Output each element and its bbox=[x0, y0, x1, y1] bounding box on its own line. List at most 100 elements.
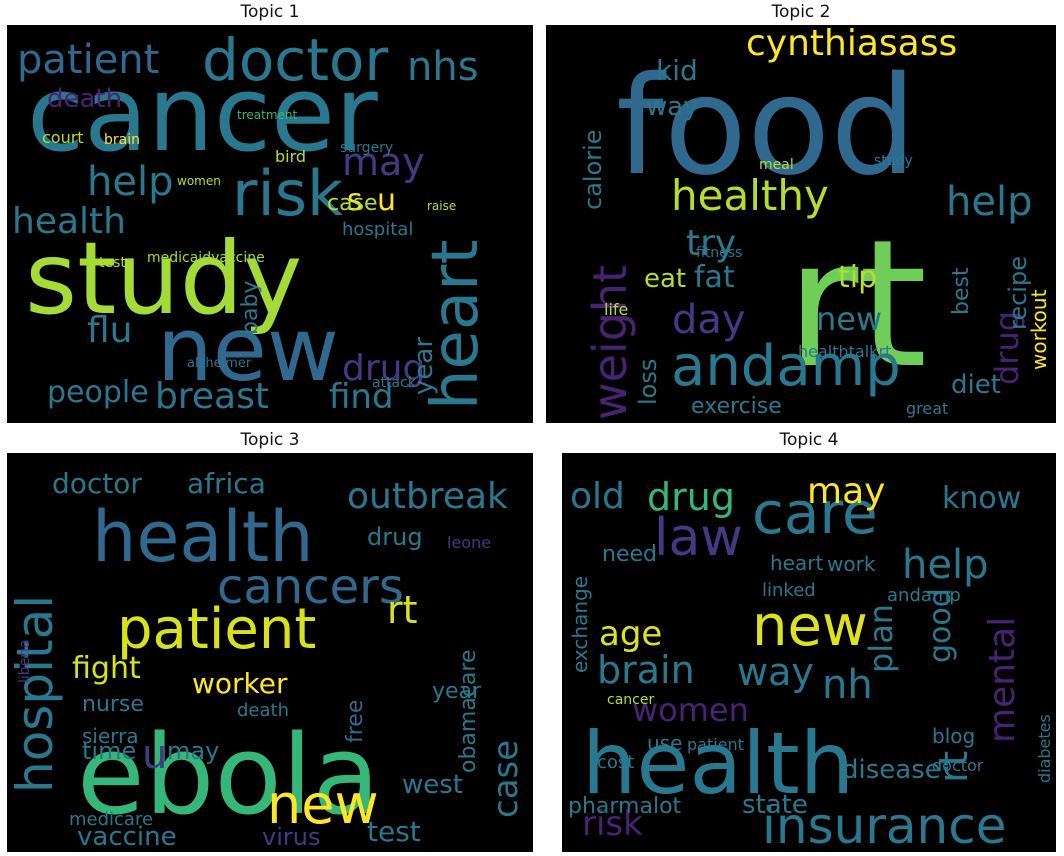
cloud-word: brain bbox=[104, 132, 140, 148]
cloud-word: rt bbox=[786, 202, 927, 407]
wordcloud-svg: ebola health patient cancers new hospita… bbox=[7, 467, 526, 852]
cloud-word: drug bbox=[342, 348, 425, 389]
cloud-word: may bbox=[167, 737, 219, 765]
cloud-word: free bbox=[343, 700, 368, 743]
cloud-word: day bbox=[672, 297, 746, 343]
cloud-word: risk bbox=[582, 804, 643, 844]
cloud-word: tip bbox=[838, 260, 877, 295]
cloud-word: try bbox=[686, 223, 736, 264]
cloud-word: drug bbox=[988, 311, 1026, 385]
cloud-word: loss bbox=[634, 359, 662, 405]
cloud-word: meal bbox=[759, 157, 794, 173]
cloud-word: doctor bbox=[52, 467, 142, 500]
cloud-word: virus bbox=[262, 823, 320, 851]
cloud-word: age bbox=[599, 614, 662, 654]
cloud-word: patient bbox=[117, 597, 316, 662]
cloud-word: hospital bbox=[342, 219, 413, 240]
cloud-word: nurse bbox=[82, 692, 144, 717]
cloud-word: andamp bbox=[887, 585, 961, 606]
panel-title: Topic 1 bbox=[240, 2, 300, 22]
cloud-word: weight bbox=[583, 265, 637, 420]
cloud-word: women bbox=[632, 691, 749, 729]
cloud-word: drug bbox=[367, 523, 423, 551]
cloud-word: way bbox=[737, 650, 814, 694]
cloud-word: worker bbox=[192, 667, 288, 700]
cloud-word: new bbox=[816, 300, 882, 338]
cloud-word: time bbox=[82, 737, 136, 765]
wordcloud-canvas: ebola health patient cancers new hospita… bbox=[7, 453, 533, 852]
cloud-word: health bbox=[12, 201, 126, 242]
cloud-word: workout bbox=[1027, 289, 1051, 370]
cloud-word: rt bbox=[387, 588, 418, 632]
cloud-word: sierra bbox=[82, 724, 139, 748]
wordcloud-panel-topic-1: Topic 1 cancer study new doctor risk hea… bbox=[7, 0, 533, 423]
cloud-word: rt bbox=[931, 751, 977, 783]
cloud-word: exercise bbox=[691, 394, 782, 419]
cloud-word: ebola bbox=[77, 711, 380, 839]
cloud-word: africa bbox=[187, 467, 266, 500]
cloud-word: vaccine bbox=[77, 822, 177, 852]
cloud-word: life bbox=[604, 300, 628, 319]
cloud-word: west bbox=[402, 770, 463, 800]
cloud-word: fat bbox=[694, 260, 735, 295]
cloud-word: health bbox=[92, 496, 314, 578]
cloud-word: plan bbox=[862, 604, 900, 673]
cloud-word: health bbox=[582, 714, 854, 814]
cloud-word: great bbox=[906, 399, 948, 418]
cloud-word: healthy bbox=[671, 171, 829, 220]
cloud-word: year bbox=[432, 679, 482, 704]
cloud-word: insurance bbox=[762, 797, 1006, 852]
wordcloud-svg: cancer study new doctor risk heart patie… bbox=[12, 26, 493, 417]
cloud-word: cancer bbox=[27, 53, 378, 175]
cloud-word: andamp bbox=[671, 334, 901, 399]
cloud-word: cancers bbox=[217, 559, 404, 615]
cloud-word: case bbox=[486, 740, 526, 818]
cloud-word: obamacare bbox=[456, 650, 481, 774]
cloud-word: raise bbox=[427, 199, 456, 213]
cloud-word: nh bbox=[822, 662, 873, 708]
cloud-word: food bbox=[616, 48, 917, 206]
cloud-word: help bbox=[87, 159, 173, 205]
cloud-word: study bbox=[25, 220, 302, 337]
cloud-word: leone bbox=[447, 533, 491, 552]
cloud-word: find bbox=[329, 377, 394, 417]
wordcloud-panel-topic-2: Topic 2 food rt andamp healthy cynthiasa… bbox=[546, 0, 1056, 423]
cloud-word: heart bbox=[770, 551, 823, 575]
cloud-word: test bbox=[99, 255, 126, 271]
cloud-word: work bbox=[827, 552, 876, 576]
cloud-word: bird bbox=[275, 147, 306, 166]
cloud-word: case bbox=[327, 191, 378, 216]
cloud-word: healthtalkrt bbox=[798, 342, 891, 361]
cloud-word: law bbox=[654, 508, 743, 568]
cloud-word: flu bbox=[87, 310, 133, 351]
cloud-word: test bbox=[367, 815, 421, 848]
cloud-word: state bbox=[742, 790, 808, 820]
cloud-word: women bbox=[177, 174, 221, 188]
cloud-word: recipe bbox=[1004, 256, 1032, 330]
cloud-word: calorie bbox=[579, 129, 607, 210]
panel-title: Topic 3 bbox=[240, 430, 300, 450]
cloud-word: help bbox=[902, 542, 988, 588]
cloud-word: outbreak bbox=[347, 476, 508, 517]
cloud-word: doctor bbox=[202, 26, 388, 94]
cloud-word: liberia bbox=[17, 639, 33, 683]
cloud-word: alzheimer bbox=[187, 356, 252, 371]
cloud-word: new bbox=[157, 298, 339, 401]
cloud-word: linked bbox=[762, 580, 816, 601]
cloud-word: exchange bbox=[568, 576, 592, 673]
cloud-word: people bbox=[47, 375, 149, 410]
cloud-word: study bbox=[874, 153, 913, 169]
cloud-word: may bbox=[807, 471, 885, 512]
cloud-word: u bbox=[142, 732, 167, 778]
cloud-word: doctor bbox=[932, 756, 984, 775]
cloud-word: u bbox=[377, 183, 396, 218]
cloud-word: may bbox=[342, 140, 425, 184]
cloud-word: cancer bbox=[607, 692, 654, 708]
cloud-word: breast bbox=[155, 376, 269, 417]
cloud-word: baby bbox=[238, 281, 263, 335]
wordcloud-canvas: food rt andamp healthy cynthiasass help … bbox=[546, 25, 1056, 423]
wordcloud-svg: health care law new insurance help drug … bbox=[568, 471, 1054, 852]
cloud-word: brain bbox=[597, 648, 695, 692]
cloud-word: good bbox=[923, 588, 958, 663]
cloud-word: new bbox=[752, 594, 868, 659]
